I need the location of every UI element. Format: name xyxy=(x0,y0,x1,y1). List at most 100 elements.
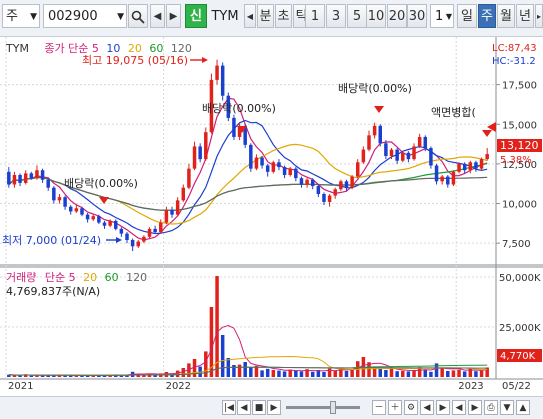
candle-body xyxy=(282,167,287,175)
print-button[interactable]: ⎙ xyxy=(484,400,498,415)
volume-bar xyxy=(378,369,383,377)
candle-body xyxy=(7,171,11,185)
candle-body xyxy=(226,95,231,118)
zoom-in-button[interactable]: ＋ xyxy=(388,400,402,415)
volume-bar xyxy=(7,374,11,377)
period-5-button[interactable]: 5 xyxy=(347,4,367,28)
stop-button[interactable]: ■ xyxy=(252,400,266,415)
candle-body xyxy=(474,162,478,169)
period-10-button[interactable]: 10 xyxy=(366,4,386,28)
stock-code-input[interactable]: 002900 ▼ xyxy=(43,4,127,28)
volume-bar xyxy=(23,374,28,377)
volume-moving-average-lines xyxy=(8,324,488,376)
volume-bar xyxy=(384,370,388,377)
volume-bar xyxy=(485,367,489,377)
high-note: 최고 19,075 (05/16) xyxy=(82,54,188,67)
scroll-left-fast-button[interactable]: ◀ xyxy=(452,400,466,415)
scroll-right-fast-button[interactable]: ▶ xyxy=(468,400,482,415)
chevron-down-icon: ▼ xyxy=(30,12,37,22)
volume-bar xyxy=(350,369,354,377)
week-button[interactable]: 주 xyxy=(478,4,496,28)
candle-body xyxy=(29,173,34,179)
volume-bar xyxy=(220,335,225,377)
period-30-button[interactable]: 30 xyxy=(407,4,427,28)
vol-ma5-legend: 5 xyxy=(68,271,76,284)
event-label: 액면병합( xyxy=(431,106,476,119)
volume-bar xyxy=(462,371,467,377)
search-button[interactable] xyxy=(128,4,148,28)
current-volume-box xyxy=(497,349,542,362)
candle-body xyxy=(153,228,157,233)
candle-body xyxy=(378,125,383,144)
ma10-legend: 10 xyxy=(106,42,121,55)
volume-bar xyxy=(339,367,343,377)
period-1-button[interactable]: 1 xyxy=(305,4,325,28)
ma20-legend: 20 xyxy=(127,42,142,55)
day-button[interactable]: 일 xyxy=(457,4,477,28)
price-tick-label: 10,000 xyxy=(502,200,537,211)
volume-bar xyxy=(153,375,157,377)
chart-area[interactable]: 17,500 15,000 12,500 10,000 7,500 50,000K 25,0… xyxy=(0,37,543,394)
volume-bar xyxy=(108,375,112,377)
zoom-out-button[interactable]: － xyxy=(372,400,386,415)
scroll-right-button[interactable]: ▶ xyxy=(436,400,450,415)
next-item-button[interactable]: ▶ xyxy=(166,4,181,28)
volume-value-label: 4,769,837주(N/A) xyxy=(6,285,101,298)
price-legend: TYM 종가 단순 5 10 20 60 120 xyxy=(6,40,192,56)
previous-item-button[interactable]: ◀ xyxy=(150,4,165,28)
down-button[interactable]: ▼ xyxy=(500,400,514,415)
candle-body xyxy=(52,187,56,201)
candle-body xyxy=(74,208,79,212)
expand-left-button[interactable]: ◀ xyxy=(244,4,256,28)
volume-bar xyxy=(52,374,56,377)
candle-body xyxy=(310,179,315,187)
ma120-line xyxy=(8,176,488,211)
candle-body xyxy=(479,159,484,169)
candle-body xyxy=(384,143,388,156)
toolbar: 주 ▼ 002900 ▼ ◀ ▶ 신 TYM ◀ 분 초 틱 1 3 5 10 … xyxy=(0,0,543,37)
current-change-label: 5.38% xyxy=(500,155,532,166)
candle-body xyxy=(68,206,73,212)
month-button[interactable]: 월 xyxy=(497,4,515,28)
zoom-slider-handle[interactable] xyxy=(330,401,336,414)
candle-body xyxy=(294,168,298,179)
volume-bar xyxy=(344,371,349,377)
second-button[interactable]: 초 xyxy=(275,4,292,28)
scroll-left-button[interactable]: ◀ xyxy=(420,400,434,415)
settings-button[interactable]: ⚙ xyxy=(404,400,418,415)
candle-body xyxy=(339,181,343,190)
price-tick-label: 7,500 xyxy=(502,239,531,250)
ma10-line xyxy=(8,119,488,235)
candles xyxy=(7,59,489,252)
price-ma-label: 종가 단순 xyxy=(44,42,89,55)
period-count-select[interactable]: 1 ▼ xyxy=(430,4,454,28)
axis-labels: 17,500 15,000 12,500 10,000 7,500 50,000K 25,0… xyxy=(8,81,541,392)
period-20-button[interactable]: 20 xyxy=(387,4,407,28)
ma5-legend: 5 xyxy=(91,42,99,55)
scroll-first-button[interactable]: |◀ xyxy=(222,400,236,415)
candle-body xyxy=(401,152,405,161)
up-button[interactable]: ▲ xyxy=(516,400,530,415)
candle-body xyxy=(85,214,90,220)
chart-scroll-bar[interactable]: |◀ ◀ ■ ▶ － ＋ ⚙ ◀ ▶ ◀ ▶ ⎙ ▼ ▲ xyxy=(0,396,543,419)
candle-body xyxy=(260,157,264,166)
zoom-slider[interactable] xyxy=(286,406,360,409)
candle-body xyxy=(63,197,67,207)
toolbar-more-button[interactable]: ▸ xyxy=(535,4,543,28)
volume-tick-label: 50,000K xyxy=(499,273,541,284)
market-select[interactable]: 주 ▼ xyxy=(2,4,40,28)
year-button[interactable]: 년 xyxy=(516,4,534,28)
candle-body xyxy=(159,222,163,233)
candle-body xyxy=(277,162,281,168)
period-3-button[interactable]: 3 xyxy=(326,4,346,28)
current-price-box xyxy=(497,139,542,152)
candle-body xyxy=(299,178,304,185)
minute-button[interactable]: 분 xyxy=(257,4,274,28)
candle-body xyxy=(164,209,169,223)
stock-chart[interactable]: 17,500 15,000 12,500 10,000 7,500 50,000K 25,0… xyxy=(0,37,543,394)
candle-body xyxy=(417,136,422,147)
volume-bar xyxy=(451,370,456,377)
scroll-prev-button[interactable]: ◀ xyxy=(237,400,251,415)
scroll-next-button[interactable]: ▶ xyxy=(267,400,281,415)
volume-bar xyxy=(209,307,214,377)
